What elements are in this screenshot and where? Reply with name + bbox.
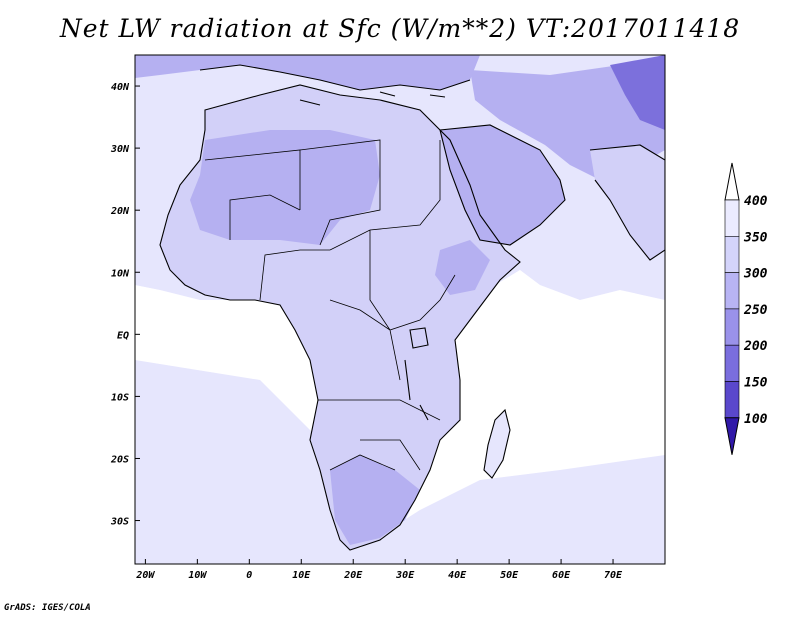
colorbar-segment [724,236,740,273]
lon-tick-label: 10W [188,570,207,581]
lat-tick-label: 40N [111,82,130,93]
lat-tick-label: 20N [110,206,130,217]
colorbar-underflow-arrow [724,417,740,455]
lon-tick-label: 50E [500,570,519,581]
indian-subcontinent [590,145,665,260]
mediterranean-islands [299,91,446,106]
colorbar-label: 350 [743,230,768,245]
colorbar-overflow-arrow [724,162,740,201]
colorbar-label: 100 [744,412,768,427]
map-frame [134,54,666,565]
europe-coast [199,64,471,91]
map-plot-area: 20W 10W 0 10E 20E 30E 40E 50E 60E 70E 40N 30N 20N 10N… [110,54,666,581]
colorbar-label: 250 [743,303,768,318]
colorbar-label: 300 [743,267,768,282]
colorbar-segment [724,199,740,237]
madagascar [484,410,510,478]
madagascar-coast [483,408,511,479]
lon-tick-label: 10E [292,570,311,581]
india-coast [589,144,665,261]
lon-tick-label: 30E [395,570,415,581]
colorbar-segment [724,272,740,310]
lon-tick-label: 0 [246,570,252,581]
colorbar-segment [724,381,740,419]
lat-tick-label: 20S [110,454,129,465]
credit-label: GrADS: IGES/COLA [4,603,91,613]
southern-africa-cooling-zone [330,455,420,545]
highland-cooling-zone [610,55,665,130]
horn-cooling-zone [435,240,490,295]
sahara-cooling-zone [190,130,380,245]
lat-tick-label: 10N [111,268,130,279]
colorbar-label: 200 [743,339,768,354]
arabia-coast [439,124,566,246]
lon-tick-label: 70E [604,570,623,581]
lat-tick-label: 30N [110,144,130,155]
lat-tick-label: EQ [117,330,129,341]
axis-ticks: 20W 10W 0 10E 20E 30E 40E 50E 60E 70E 40N 30N 20N 10N… [110,82,623,581]
lon-tick-label: 20E [343,570,363,581]
colorbar-label: 150 [744,376,768,391]
country-borders [204,139,456,471]
colorbar-label: 400 [744,194,768,209]
lon-tick-label: 60E [552,570,571,581]
colorbar: 400 350 300 250 200 150 100 [724,162,768,455]
arabian-peninsula [440,125,565,245]
africa-coast [159,84,521,551]
southern-radiation-field [135,360,665,564]
great-lakes [404,327,429,421]
coastlines [159,64,665,551]
chart-title: Net LW radiation at Sfc (W/m**2) VT:2017… [59,14,741,43]
colorbar-segment [724,344,740,382]
colorbar-segment [724,308,740,346]
southern-europe [135,55,480,90]
lat-tick-label: 30S [110,517,129,528]
lon-tick-label: 40E [448,570,467,581]
lat-tick-label: 10S [111,392,129,403]
lon-tick-label: 20W [135,570,155,581]
